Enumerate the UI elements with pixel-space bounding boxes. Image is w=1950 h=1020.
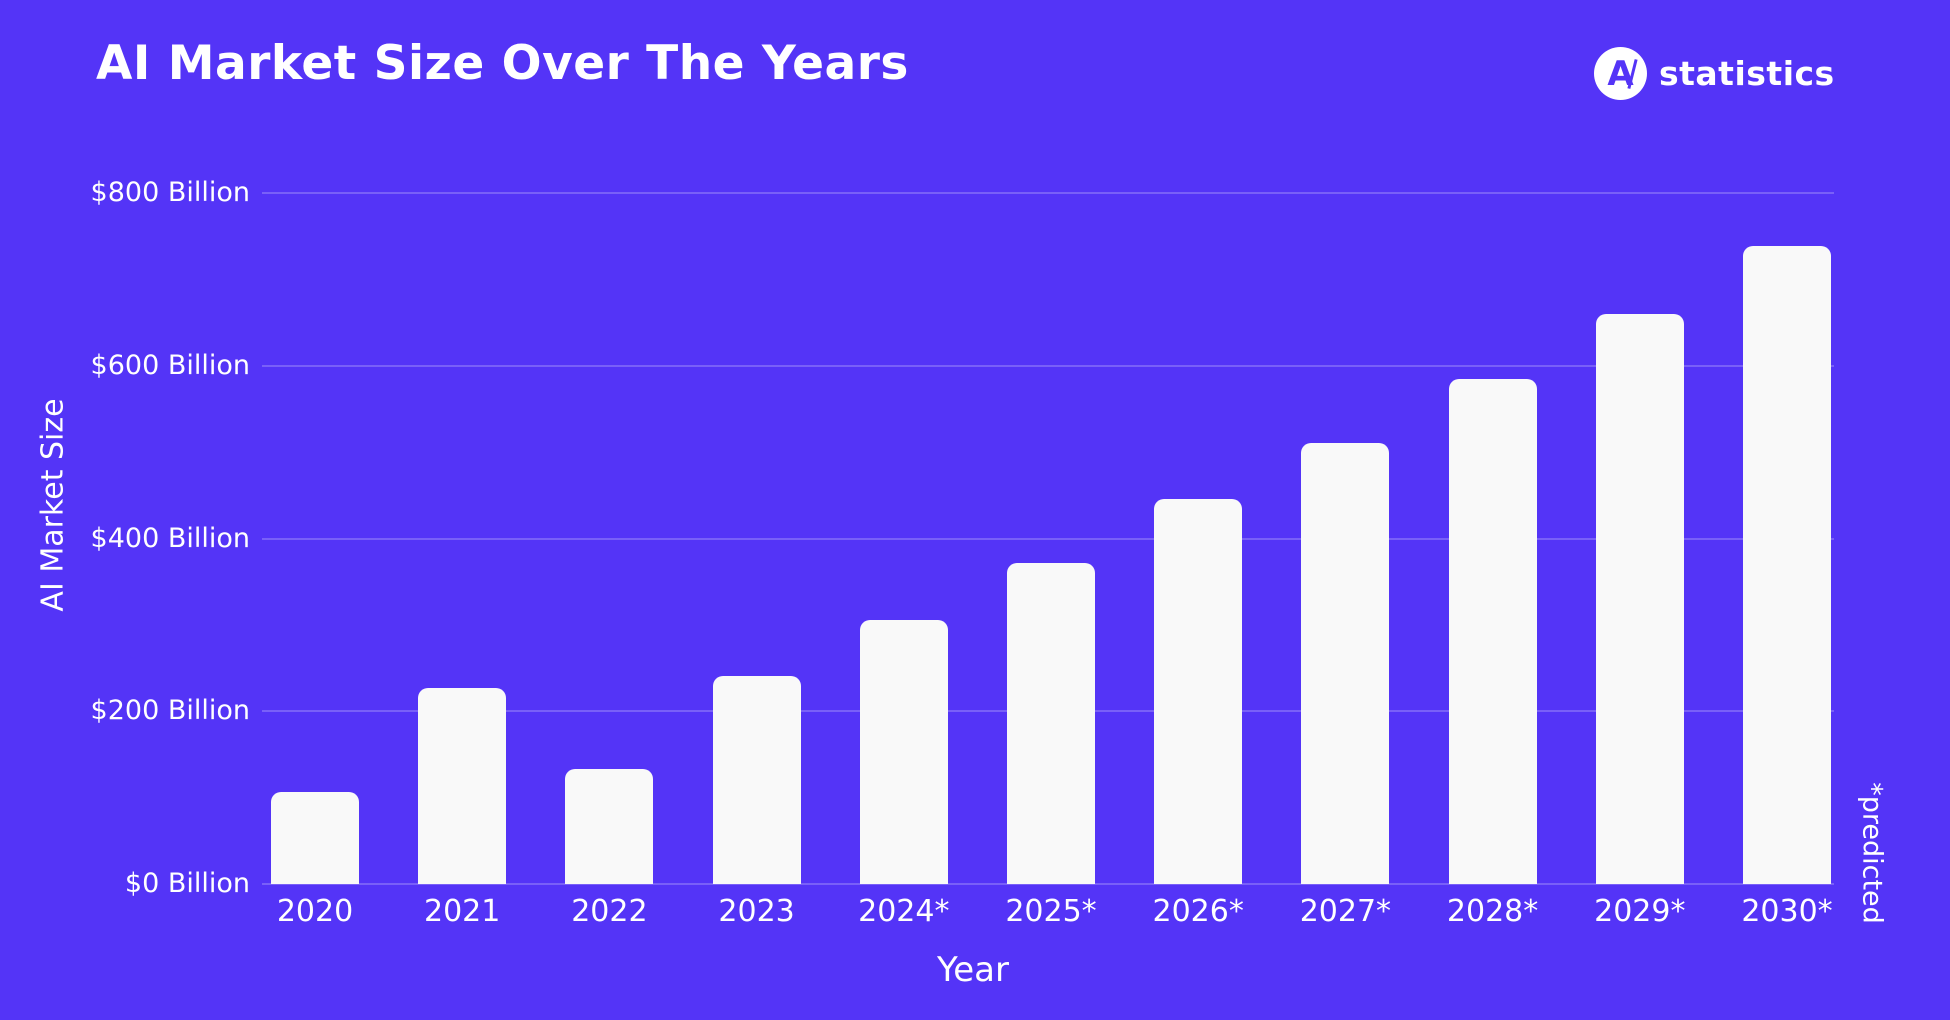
- y-axis-tick-label: $800 Billion: [90, 177, 250, 208]
- y-axis-tick-label: $200 Billion: [90, 695, 250, 727]
- bar-2027: [1301, 442, 1390, 884]
- gridline: [262, 537, 1834, 540]
- x-axis-tick-label: 2030*: [1741, 894, 1833, 929]
- bar-2029: [1595, 313, 1684, 884]
- x-axis-tick-label: 2022: [571, 894, 648, 929]
- gridline: [262, 883, 1834, 885]
- y-axis-title: AI Market Size: [35, 398, 71, 612]
- y-axis-tick-label: $0 Billion: [124, 868, 250, 899]
- x-axis-tick-label: 2024*: [858, 894, 950, 929]
- brand-circle-icon: A: [1594, 46, 1647, 100]
- x-axis-tick-label: 2029*: [1594, 894, 1686, 929]
- bar-2023: [712, 675, 801, 884]
- x-axis-tick-label: 2027*: [1299, 894, 1392, 929]
- chart-title: AI Market Size Over The Years: [96, 36, 909, 91]
- bar-2028: [1448, 378, 1537, 884]
- y-axis-tick-label: $400 Billion: [90, 522, 250, 554]
- gridline: [262, 192, 1834, 194]
- x-axis-tick-label: 2028*: [1446, 894, 1539, 929]
- y-axis-tick-label: $600 Billion: [90, 349, 250, 381]
- bar-2021: [418, 687, 507, 884]
- bar-2020: [271, 791, 359, 884]
- x-axis-tick-label: 2026*: [1152, 894, 1244, 929]
- x-axis-title: Year: [937, 950, 1009, 990]
- bar-2026: [1154, 498, 1243, 884]
- gridline: [262, 364, 1834, 367]
- bar-2024: [859, 619, 948, 884]
- x-axis-tick-label: 2020: [276, 894, 354, 929]
- bar-2030: [1743, 245, 1831, 884]
- x-axis-tick-label: 2021: [424, 894, 501, 929]
- x-axis-tick-label: 2023: [718, 894, 795, 929]
- bar-2022: [565, 769, 654, 884]
- bar-2025: [1007, 562, 1095, 884]
- brand-logo: A statistics: [1594, 46, 1835, 100]
- brand-name: statistics: [1659, 53, 1835, 93]
- x-axis-tick-label: 2025*: [1005, 894, 1097, 929]
- predicted-annotation: *predicted: [1856, 782, 1888, 924]
